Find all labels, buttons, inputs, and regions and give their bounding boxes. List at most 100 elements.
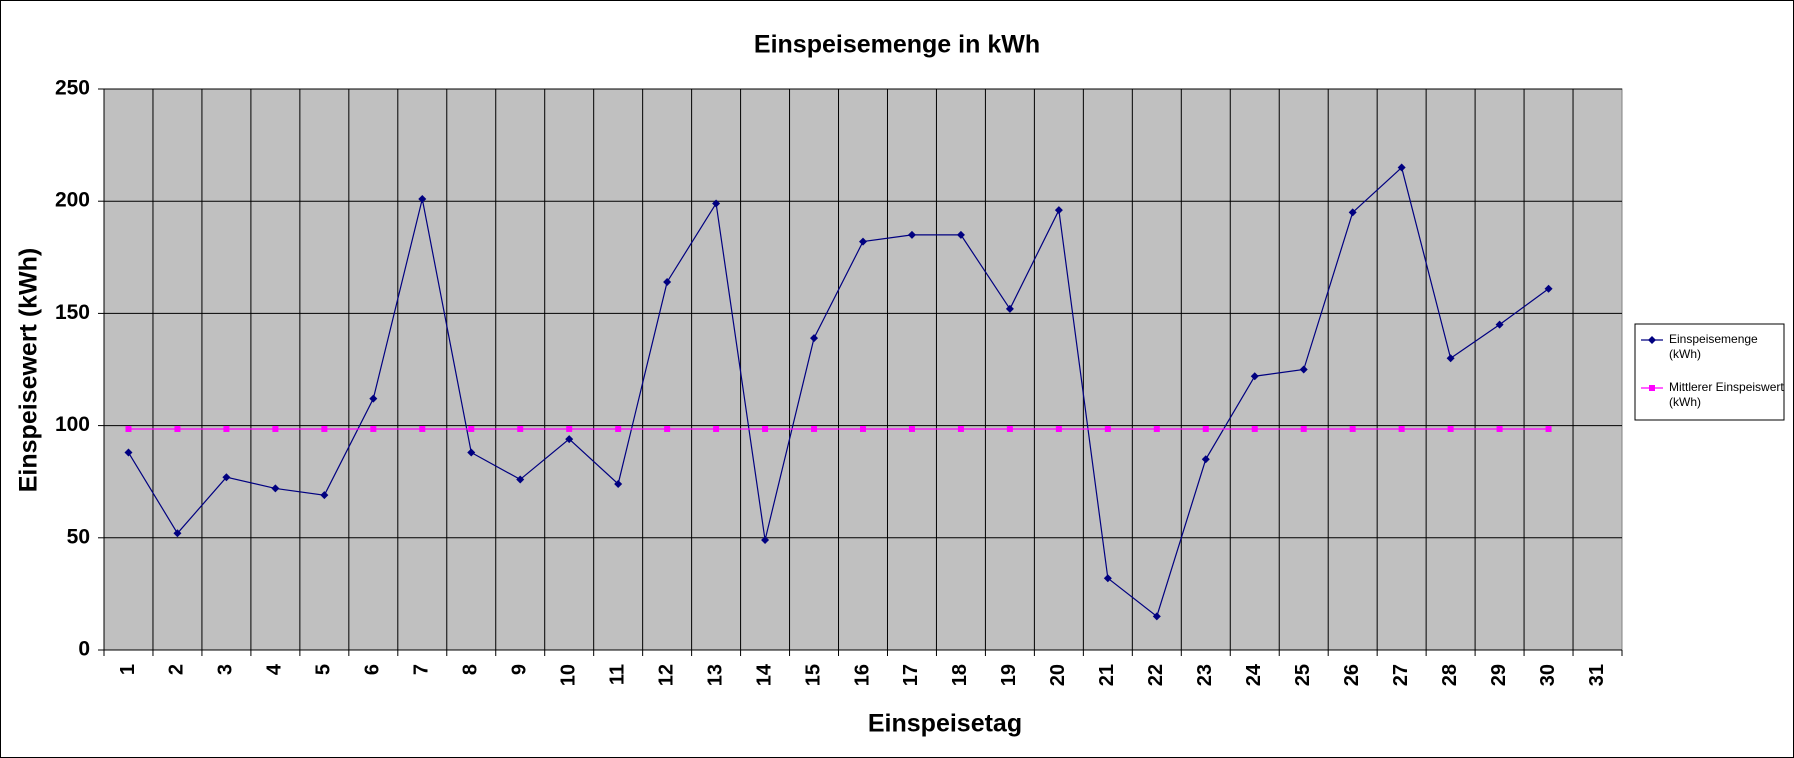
data-point: [1152, 612, 1161, 621]
data-point: [1251, 425, 1258, 432]
legend-label: Einspeisemenge (kWh): [1669, 332, 1758, 361]
data-point: [663, 277, 672, 286]
data-point: [419, 425, 426, 432]
data-point: [566, 425, 573, 432]
x-tick-label: 8: [460, 664, 482, 675]
data-point: [860, 425, 866, 432]
data-point: [1349, 425, 1356, 432]
x-tick-label: 29: [1488, 664, 1510, 686]
x-tick-label: 20: [1047, 664, 1069, 686]
data-point: [516, 475, 525, 484]
data-point: [125, 425, 132, 432]
x-tick-label: 10: [557, 664, 579, 686]
x-tick-label: 30: [1537, 664, 1559, 686]
legend-marker: [1648, 336, 1656, 344]
data-point: [321, 425, 328, 432]
data-point: [762, 425, 769, 432]
data-point: [1250, 372, 1259, 381]
x-tick-label: 9: [509, 664, 531, 675]
data-point: [271, 484, 280, 493]
data-point: [811, 425, 818, 432]
data-point: [517, 425, 524, 432]
plot-background: [103, 88, 1623, 651]
data-point: [1496, 425, 1503, 432]
data-point: [907, 230, 916, 239]
x-tick-label: 28: [1439, 664, 1461, 686]
data-point: [957, 425, 964, 432]
data-point: [1153, 425, 1160, 432]
data-point: [1300, 425, 1307, 432]
legend: Einspeisemenge (kWh) Mittlerer Einspeiswer…: [1634, 323, 1785, 421]
x-axis-title: Einspeisetag: [868, 710, 1022, 738]
chart-title: Einspeisemenge in kWh: [754, 31, 1040, 59]
data-point: [174, 425, 181, 432]
data-point: [956, 230, 965, 239]
y-axis-title: Einspeisewert (kWh): [15, 248, 43, 493]
data-point: [1201, 455, 1210, 464]
x-tick-label: 4: [264, 663, 286, 675]
y-tick-label: 250: [55, 77, 90, 100]
data-point: [1398, 425, 1405, 432]
data-point: [222, 473, 231, 482]
x-tick-label: 15: [802, 664, 824, 686]
x-tick-label: 13: [704, 664, 726, 686]
data-point: [1005, 304, 1014, 313]
data-point: [1348, 208, 1357, 217]
x-tick-label: 2: [166, 664, 188, 675]
data-point: [810, 334, 819, 343]
x-tick-label: 16: [851, 664, 873, 686]
data-point: [173, 529, 182, 538]
y-tick-label: 100: [55, 413, 90, 436]
data-point: [565, 435, 574, 444]
data-point: [761, 536, 770, 545]
data-point: [1299, 365, 1308, 374]
x-tick-label: 6: [362, 664, 384, 675]
x-tick-label: 14: [753, 663, 775, 686]
data-point: [1545, 425, 1552, 432]
x-tick-label: 19: [998, 664, 1020, 686]
x-tick-label: 25: [1292, 664, 1314, 686]
x-tick-label: 12: [655, 664, 677, 686]
data-point: [1202, 425, 1209, 432]
x-tick-label: 21: [1096, 664, 1118, 686]
x-tick-label: 24: [1243, 663, 1265, 686]
data-point: [614, 479, 623, 488]
data-point: [1055, 425, 1062, 432]
x-tick-label: 27: [1390, 664, 1412, 686]
data-point: [1104, 425, 1111, 432]
legend-marker: [1649, 385, 1655, 391]
x-tick-label: 11: [606, 664, 628, 685]
x-tick-label: 18: [949, 664, 971, 686]
data-point: [713, 425, 720, 432]
data-point: [124, 448, 133, 457]
data-point: [320, 491, 329, 500]
legend-label: Mittlerer Einspeiswert (kWh): [1669, 380, 1784, 409]
data-point: [468, 425, 475, 432]
data-point: [1103, 574, 1112, 583]
data-point: [223, 425, 230, 432]
data-point: [370, 425, 377, 432]
data-point: [272, 425, 279, 432]
x-tick-label: 17: [900, 664, 922, 686]
data-point: [1544, 284, 1553, 293]
data-point: [664, 425, 671, 432]
data-point: [1447, 425, 1454, 432]
data-point: [1054, 206, 1063, 215]
data-point: [1495, 320, 1504, 329]
x-tick-label: 23: [1194, 664, 1216, 686]
x-tick-label: 5: [313, 664, 335, 675]
data-point: [908, 425, 915, 432]
data-point: [859, 237, 867, 246]
data-point: [615, 425, 622, 432]
y-tick-label: 200: [55, 189, 90, 212]
data-point: [1397, 163, 1406, 172]
x-tick-label: 26: [1341, 664, 1363, 686]
data-point: [712, 199, 721, 208]
x-tick-label: 7: [411, 664, 433, 675]
data-point: [1446, 354, 1455, 363]
data-point: [418, 194, 427, 203]
data-point: [1006, 425, 1013, 432]
